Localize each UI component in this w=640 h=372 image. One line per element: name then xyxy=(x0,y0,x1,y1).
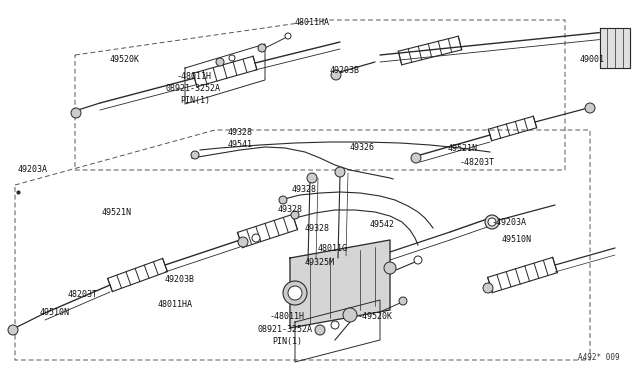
Circle shape xyxy=(335,167,345,177)
Text: 49542: 49542 xyxy=(370,220,395,229)
Circle shape xyxy=(384,262,396,274)
Circle shape xyxy=(485,215,499,229)
Text: 49541: 49541 xyxy=(228,140,253,149)
Text: 49328: 49328 xyxy=(305,224,330,233)
Text: 49203B: 49203B xyxy=(330,66,360,75)
Circle shape xyxy=(411,153,421,163)
Text: 08921-3252A: 08921-3252A xyxy=(258,325,313,334)
Circle shape xyxy=(331,321,339,329)
Text: -48011H: -48011H xyxy=(270,312,305,321)
Circle shape xyxy=(285,33,291,39)
Circle shape xyxy=(279,196,287,204)
Circle shape xyxy=(331,70,341,80)
Circle shape xyxy=(71,108,81,118)
Circle shape xyxy=(488,218,496,226)
Circle shape xyxy=(585,103,595,113)
Text: 49328: 49328 xyxy=(278,205,303,214)
Text: 48011HA: 48011HA xyxy=(158,300,193,309)
Circle shape xyxy=(8,325,18,335)
Text: 49203A: 49203A xyxy=(18,165,48,174)
Circle shape xyxy=(252,234,260,242)
Text: 49325M: 49325M xyxy=(305,258,335,267)
Circle shape xyxy=(291,211,299,219)
Circle shape xyxy=(414,256,422,264)
Text: 49203B: 49203B xyxy=(165,275,195,284)
Text: 49328: 49328 xyxy=(228,128,253,137)
Text: 49510N: 49510N xyxy=(40,308,70,317)
Text: 49520K: 49520K xyxy=(110,55,140,64)
Circle shape xyxy=(288,286,302,300)
Text: 49328: 49328 xyxy=(292,185,317,194)
Text: -48203T: -48203T xyxy=(460,158,495,167)
Text: -49520K: -49520K xyxy=(358,312,393,321)
Text: 49001: 49001 xyxy=(580,55,605,64)
Circle shape xyxy=(283,281,307,305)
Circle shape xyxy=(216,58,224,66)
Text: PIN(1): PIN(1) xyxy=(180,96,210,105)
Text: 49510N: 49510N xyxy=(502,235,532,244)
Text: A492* 009: A492* 009 xyxy=(579,353,620,362)
Circle shape xyxy=(483,283,493,293)
Text: 49326: 49326 xyxy=(350,143,375,152)
Text: -48011H: -48011H xyxy=(177,72,212,81)
Circle shape xyxy=(307,173,317,183)
Text: 49521N: 49521N xyxy=(102,208,132,217)
Text: PIN(1): PIN(1) xyxy=(272,337,302,346)
Polygon shape xyxy=(290,240,390,328)
Circle shape xyxy=(238,237,248,247)
Text: 48011HA: 48011HA xyxy=(295,18,330,27)
Circle shape xyxy=(399,297,407,305)
Circle shape xyxy=(315,325,325,335)
Circle shape xyxy=(343,308,357,322)
Circle shape xyxy=(258,44,266,52)
Text: 49521N: 49521N xyxy=(448,144,478,153)
Circle shape xyxy=(229,55,235,61)
Text: -49203A: -49203A xyxy=(492,218,527,227)
Text: 48011G: 48011G xyxy=(318,244,348,253)
Text: 08921-3252A: 08921-3252A xyxy=(165,84,220,93)
Circle shape xyxy=(191,151,199,159)
Text: 48203T: 48203T xyxy=(68,290,98,299)
Polygon shape xyxy=(600,28,630,68)
